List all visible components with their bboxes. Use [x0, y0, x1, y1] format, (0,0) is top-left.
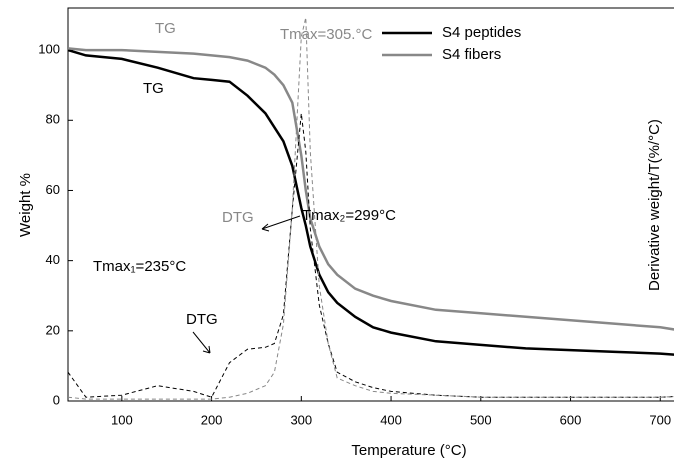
y-tick-label: 0 — [53, 392, 60, 407]
y-axis-label: Weight % — [17, 173, 34, 237]
arrow — [192, 331, 211, 354]
annotation: Tmax₁=235°C — [93, 258, 186, 275]
x-tick-label: 500 — [470, 412, 492, 427]
x-tick-label: 600 — [560, 412, 582, 427]
arrow — [261, 215, 301, 232]
y2-axis-label: Derivative weight/T(%/°C) — [646, 119, 663, 291]
annotation: DTG — [222, 209, 254, 226]
series-line — [67, 113, 674, 398]
legend-label: S4 fibers — [442, 46, 501, 63]
x-tick-label: 200 — [201, 412, 223, 427]
x-tick-label: 300 — [290, 412, 312, 427]
annotation: Tmax₂=299°C — [302, 207, 396, 224]
x-tick-label: 100 — [111, 412, 133, 427]
series-line — [67, 48, 674, 356]
x-tick-label: 700 — [649, 412, 671, 427]
y-tick-label: 20 — [46, 322, 60, 337]
x-tick-label: 400 — [380, 412, 402, 427]
series-line — [67, 17, 674, 400]
y-tick-label: 100 — [38, 42, 60, 57]
annotation: DTG — [186, 311, 218, 328]
x-axis-label: Temperature (°C) — [351, 442, 466, 459]
legend-label: S4 peptides — [442, 24, 521, 41]
annotation: Tmax=305.°C — [280, 26, 372, 43]
series-line — [67, 47, 674, 331]
y-tick-label: 60 — [46, 182, 60, 197]
annotation: TG — [155, 20, 176, 37]
annotation: TG — [143, 80, 164, 97]
y-tick-label: 40 — [46, 252, 60, 267]
y-tick-label: 80 — [46, 112, 60, 127]
plot-frame — [67, 7, 674, 402]
